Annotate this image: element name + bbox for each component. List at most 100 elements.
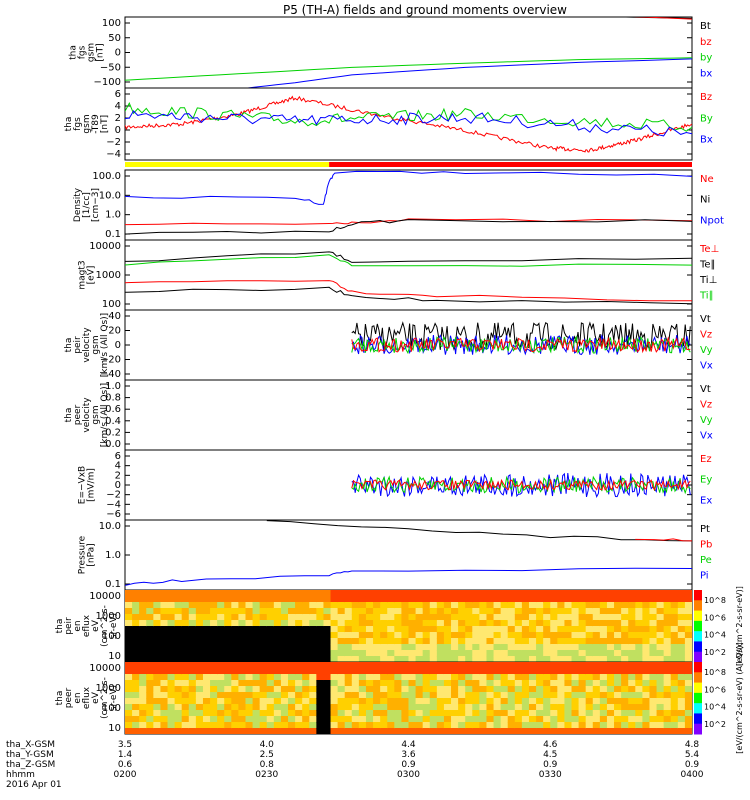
- spectrogram-cell: [358, 674, 367, 681]
- legend-entry: Te⊥: [699, 244, 719, 255]
- spectrogram-cell: [238, 704, 247, 711]
- spectrogram-cell: [614, 662, 622, 669]
- spectrogram-cell: [125, 704, 133, 711]
- spectrogram-cell: [309, 728, 317, 734]
- x-axis-tick-value: 2.5: [260, 750, 274, 760]
- spectrogram-cell: [543, 692, 551, 699]
- panel-frame: [124, 379, 693, 451]
- spectrogram-cell: [195, 680, 204, 687]
- spectrogram-cell: [245, 698, 254, 705]
- spectrogram-cell: [252, 656, 261, 662]
- spectrogram-cell: [479, 662, 488, 669]
- spectrogram-cell: [245, 668, 254, 675]
- spectrogram-cell: [472, 650, 480, 657]
- spectrogram-cell: [210, 722, 218, 729]
- spectrogram-cell: [415, 596, 424, 603]
- spectrogram-cell: [656, 602, 665, 609]
- spectrogram-cell: [521, 686, 530, 693]
- spectrogram-cell: [606, 704, 615, 711]
- spectrogram-cell: [621, 638, 629, 645]
- spectrogram-cell: [670, 614, 679, 621]
- spectrogram-cell: [408, 692, 417, 699]
- spectrogram-cell: [181, 608, 190, 615]
- spectrogram-cell: [401, 650, 410, 657]
- spectrogram-cell: [472, 626, 480, 633]
- spectrogram-cell: [259, 728, 268, 734]
- spectrogram-cell: [585, 710, 594, 717]
- spectrogram-cell: [500, 728, 509, 734]
- spectrogram-cell: [635, 644, 643, 651]
- spectrogram-cell: [309, 692, 317, 699]
- spectrogram-cell: [373, 722, 381, 729]
- spectrogram-cell: [266, 686, 275, 693]
- spectrogram-cell: [599, 644, 608, 651]
- spectrogram-cell: [146, 656, 154, 662]
- spectrogram-cell: [337, 704, 346, 711]
- spectrogram-cell: [628, 590, 636, 597]
- spectrogram-cell: [132, 668, 140, 675]
- spectrogram-cell: [153, 716, 162, 723]
- spectrogram-cell: [146, 614, 154, 621]
- spectrogram-cell: [429, 722, 438, 729]
- spectrogram-cell: [266, 638, 275, 645]
- spectrogram-cell: [408, 596, 417, 603]
- spectrogram-cell: [465, 698, 473, 705]
- spectrogram-cell: [160, 644, 169, 651]
- spectrogram-cell: [656, 626, 665, 633]
- spectrogram-cell: [543, 662, 551, 669]
- spectrogram-cell: [125, 632, 133, 639]
- spectrogram-cell: [288, 674, 296, 681]
- y-tick-label: −20: [100, 355, 121, 366]
- spectrogram-cell: [259, 602, 268, 609]
- spectrogram-cell: [564, 668, 573, 675]
- spectrogram-cell: [585, 656, 594, 662]
- spectrogram-cell: [578, 656, 587, 662]
- spectrogram-cell: [493, 602, 502, 609]
- spectrogram-cell: [557, 662, 566, 669]
- spectrogram-cell: [358, 638, 367, 645]
- spectrogram-cell: [422, 698, 431, 705]
- spectrogram-cell: [521, 632, 530, 639]
- spectrogram-cell: [245, 692, 254, 699]
- spectrogram-cell: [507, 632, 516, 639]
- spectrogram-cell: [443, 668, 452, 675]
- spectrogram-cell: [684, 704, 692, 711]
- spectrogram-cell: [670, 626, 679, 633]
- spectrogram-cell: [500, 662, 509, 669]
- spectrogram-cell: [238, 602, 247, 609]
- spectrogram-cell: [606, 596, 615, 603]
- spectrogram-cell: [302, 674, 310, 681]
- spectrogram-cell: [663, 692, 672, 699]
- spectrogram-cell: [557, 668, 566, 675]
- x-axis-row-label: hhmm: [6, 770, 35, 780]
- colorbar-tick-label: 10^8: [704, 596, 726, 605]
- spectrogram-cell: [684, 668, 692, 675]
- spectrogram-cell: [125, 614, 133, 621]
- spectrogram-cell: [564, 632, 573, 639]
- spectrogram-cell: [571, 728, 580, 734]
- spectrogram-cell: [521, 680, 530, 687]
- spectrogram-cell: [635, 698, 643, 705]
- spectrogram-cell: [642, 596, 651, 603]
- spectrogram-cell: [344, 602, 353, 609]
- spectrogram-cell: [280, 710, 289, 717]
- spectrogram-cell: [592, 620, 601, 627]
- spectrogram-cell: [458, 692, 466, 699]
- spectrogram-cell: [606, 632, 615, 639]
- spectrogram-cell: [472, 602, 480, 609]
- spectrogram-cell: [252, 596, 261, 603]
- spectrogram-cell: [181, 710, 190, 717]
- spectrogram-cell: [493, 626, 502, 633]
- spectrogram-cell: [543, 602, 551, 609]
- spectrogram-cell: [521, 644, 530, 651]
- spectrogram-cell: [500, 674, 509, 681]
- spectrogram-cell: [436, 638, 445, 645]
- spectrogram-cell: [174, 692, 183, 699]
- spectrogram-cell: [380, 674, 388, 681]
- spectrogram-cell: [670, 704, 679, 711]
- spectrogram-cell: [465, 638, 473, 645]
- legend-entry: Pi: [700, 571, 709, 582]
- spectrogram-cell: [132, 656, 140, 662]
- spectrogram-cell: [557, 722, 566, 729]
- spectrogram-cell: [245, 656, 254, 662]
